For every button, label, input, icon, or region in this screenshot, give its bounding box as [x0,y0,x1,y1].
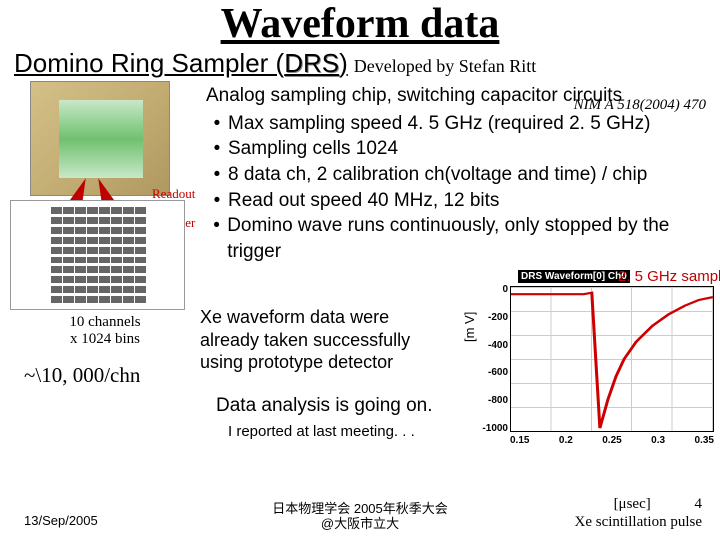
subtitle-close: ) [339,48,348,78]
bullet-text: Max sampling speed 4. 5 GHz (required 2.… [228,111,650,137]
subtitle-row: Domino Ring Sampler (DRS) Developed by S… [0,48,720,79]
footer-center: 日本物理学会 2005年秋季大会 @大阪市立大 [272,501,448,532]
x-tick: 0.15 [510,435,529,446]
chart-caption: Xe scintillation pulse [575,514,702,530]
bullet-text: Sampling cells 1024 [228,136,398,162]
bullet-text: Domino wave runs continuously, only stop… [227,213,710,264]
footer-line1: 日本物理学会 2005年秋季大会 [272,501,448,516]
page-title: Waveform data [0,0,720,48]
waveform-chart: DRS Waveform[0] Ch0 2. 5 GHz sampling [m… [458,270,720,460]
y-tick: -600 [480,367,508,378]
xe-waveform-note: Xe waveform data were already taken succ… [200,306,430,374]
y-tick: 0 [480,284,508,295]
chart-line [511,287,713,431]
x-unit: [μsec] [614,496,651,512]
diagram-rows [51,207,146,303]
bullet-text: Read out speed 40 MHz, 12 bits [228,188,499,214]
channel-rate: ~\10, 000/chn [24,363,200,388]
y-tick: -400 [480,340,508,351]
specs-bullets: •Max sampling speed 4. 5 GHz (required 2… [206,111,710,265]
bins-line1: 10 channels [69,314,140,330]
bins-line2: x 1024 bins [70,331,140,347]
bullet-icon: • [206,111,228,137]
drs-abbrev: DRS [284,48,339,78]
y-tick: -200 [480,312,508,323]
analysis-note: Data analysis is going on. [216,395,433,417]
bullet-icon: • [206,136,228,162]
reported-note: I reported at last meeting. . . [228,423,415,440]
x-ticks: 0.15 0.2 0.25 0.3 0.35 [510,435,714,446]
subtitle-main: Domino Ring Sampler ( [14,48,284,78]
footer-right: [μsec] 4 Xe scintillation pulse [575,495,702,533]
chart-title: DRS Waveform[0] Ch0 [518,270,630,283]
slide-number: 4 [695,496,703,512]
y-tick: -800 [480,395,508,406]
x-tick: 0.35 [695,435,714,446]
y-axis-label: [m V] [462,312,477,342]
block-diagram [10,200,185,310]
y-tick: -1000 [480,423,508,434]
footer-line2: @大阪市立大 [321,516,399,531]
specs-heading: Analog sampling chip, switching capacito… [206,83,710,109]
chip-die [59,100,143,178]
chart-frame [510,286,714,432]
x-tick: 0.2 [559,435,573,446]
developed-by: Developed by Stefan Ritt [354,56,536,77]
content: Domino Circuit Readout Shift Register 10… [0,79,720,264]
sampling-rate-label: 2. 5 GHz sampling [618,268,720,285]
left-column: Domino Circuit Readout Shift Register 10… [10,81,200,388]
x-tick: 0.25 [602,435,621,446]
y-ticks: 0 -200 -400 -600 -800 -1000 [480,284,508,434]
bins-label: 10 channels x 1024 bins [10,314,200,349]
bullet-text: 8 data ch, 2 calibration ch(voltage and … [228,162,647,188]
subtitle: Domino Ring Sampler (DRS) [14,48,348,79]
footer-date: 13/Sep/2005 [24,513,98,528]
right-column: Analog sampling chip, switching capacito… [206,83,710,264]
x-tick: 0.3 [651,435,665,446]
bullet-icon: • [206,162,228,188]
